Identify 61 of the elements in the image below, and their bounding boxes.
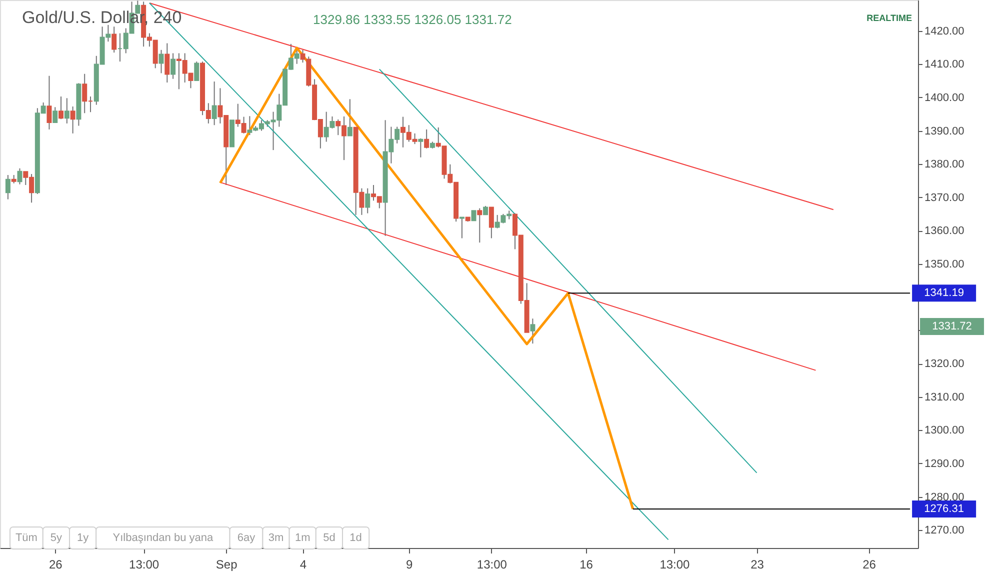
candlestick bbox=[424, 128, 430, 149]
y-tick-label: 1320.00 bbox=[924, 358, 964, 370]
text: 1331.72 bbox=[932, 320, 972, 332]
x-tick-label: 16 bbox=[580, 558, 594, 572]
annotation: 5y bbox=[50, 532, 63, 544]
candlestick bbox=[488, 206, 494, 239]
y-tick-label: 1360.00 bbox=[924, 225, 964, 238]
x-tick-label: 4 bbox=[300, 558, 307, 572]
data-label: 1276.31 bbox=[924, 503, 964, 516]
y-tick-label: 1370.00 bbox=[924, 192, 964, 204]
y-tick-label: 1280.00 bbox=[924, 491, 964, 504]
candlestick bbox=[347, 98, 352, 136]
y-tick-label: 1420.00 bbox=[924, 25, 964, 38]
candlestick bbox=[477, 208, 482, 244]
candlestick bbox=[212, 81, 217, 126]
x-tick-label: Sep bbox=[216, 558, 238, 572]
candlestick bbox=[459, 216, 464, 239]
y-tick-label: 1300.00 bbox=[924, 424, 964, 437]
annotation: 6ay bbox=[237, 532, 256, 544]
candlestick bbox=[17, 168, 22, 185]
candlestick bbox=[164, 42, 170, 84]
candlestick bbox=[471, 210, 476, 222]
candlestick bbox=[52, 106, 58, 123]
y-tick-label: 1380.00 bbox=[924, 158, 964, 171]
y-tick-label: 1270.00 bbox=[924, 524, 964, 537]
x-tick-label: 13:00 bbox=[660, 558, 690, 572]
x-tick-label: 13:00 bbox=[129, 558, 160, 572]
candlestick bbox=[46, 75, 52, 130]
x-tick-label: 26 bbox=[48, 558, 63, 572]
candlestick bbox=[112, 26, 117, 54]
candlestick bbox=[170, 52, 176, 80]
annotation: 1y bbox=[76, 532, 90, 544]
y-tick-label: 1350.00 bbox=[924, 258, 964, 270]
line-series bbox=[218, 46, 634, 510]
annotation: REALTIME bbox=[866, 13, 912, 23]
y-tick-label: 1410.00 bbox=[924, 58, 964, 71]
candlestick bbox=[194, 61, 200, 82]
data-label: 1341.19 bbox=[924, 287, 964, 300]
candlestick bbox=[418, 138, 424, 158]
candlestick bbox=[530, 318, 536, 344]
x-tick-label: 26 bbox=[862, 558, 876, 572]
annotation: 1m bbox=[294, 532, 310, 544]
candlestick bbox=[158, 49, 164, 74]
y-tick-label: 1400.00 bbox=[924, 92, 964, 104]
y-tick-label: 1290.00 bbox=[924, 458, 964, 470]
annotation: Yılbaşından bu yana bbox=[112, 532, 214, 544]
y-tick-label: 1390.00 bbox=[924, 125, 964, 138]
candlestick bbox=[64, 98, 70, 124]
annotation: Tüm bbox=[15, 532, 38, 544]
annotation: 3m bbox=[268, 532, 284, 544]
annotation: 1329.86 1333.55 1326.05 1331.72 bbox=[313, 12, 512, 27]
y-tick-label: 1310.00 bbox=[924, 391, 964, 404]
annotation: 1d bbox=[350, 532, 362, 544]
candlestick bbox=[5, 174, 10, 200]
x-tick-label: 9 bbox=[406, 558, 414, 572]
annotation: 5d bbox=[323, 532, 336, 544]
candlestick bbox=[70, 106, 76, 134]
candlestick bbox=[58, 96, 64, 120]
x-tick-label: 23 bbox=[750, 558, 764, 572]
x-tick-label: 13:00 bbox=[476, 558, 508, 572]
candlestick bbox=[365, 188, 370, 214]
